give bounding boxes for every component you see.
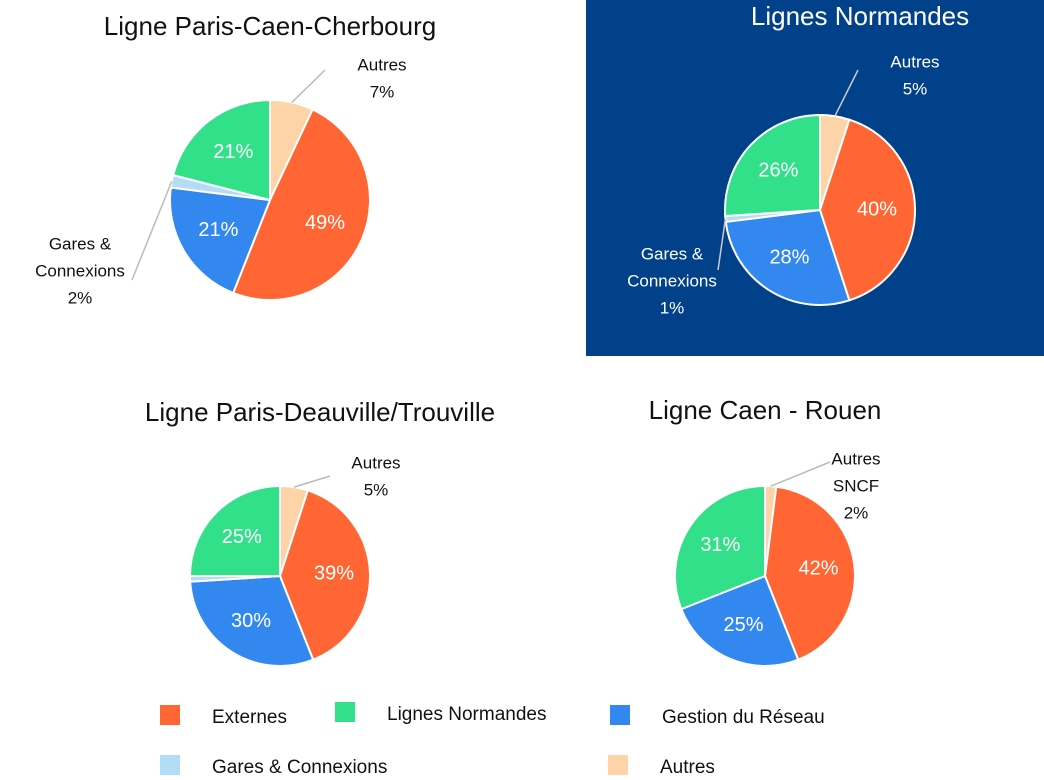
leader-line [131,180,173,281]
slice-name: SNCF [833,476,879,495]
slice-name: Connexions [627,271,717,290]
data-label: 49% [305,212,345,234]
chart-title: Lignes Normandes [751,1,969,31]
pie-slice [724,113,821,218]
legend-label: Autres [660,757,715,778]
legend-swatch [335,702,355,722]
leader-line [293,475,331,488]
legend-label: Lignes Normandes [387,704,546,725]
data-label: 28% [769,246,809,268]
slice-name: Autres [890,52,939,71]
data-label: 25% [222,526,262,548]
legend-swatch [608,755,628,775]
slice-name: Connexions [35,261,125,280]
slice-name: Autres [831,449,880,468]
legend-label: Externes [212,707,287,728]
legend-swatch [610,705,630,725]
data-label: 30% [231,610,271,632]
slice-name: Gares & [641,244,704,263]
pie-slice [674,484,766,611]
data-label: 40% [857,198,897,220]
data-label: 21% [198,219,238,241]
data-label: 31% [700,534,740,556]
chart-title: Ligne Paris-Caen-Cherbourg [104,11,436,41]
leader-line [291,69,326,103]
chart-title: Ligne Caen - Rouen [649,395,882,425]
legend-swatch [160,755,180,775]
data-label: 5% [364,480,389,499]
legend-label: Gestion du Réseau [662,707,825,728]
data-label: 7% [370,82,395,101]
leader-line [717,218,727,271]
pie-slice [818,118,916,302]
data-label: 42% [799,558,839,580]
pie-slice [171,98,271,202]
pie-slice [231,108,371,301]
legend-swatch [160,705,180,725]
pie-slice [169,186,272,295]
chart-title: Ligne Paris-Deauville/Trouville [145,397,495,427]
leader-line [834,69,859,117]
pie-slice [189,574,315,667]
data-label: 2% [844,503,869,522]
data-label: 26% [758,159,798,181]
leader-line [770,461,831,487]
pie-slice [278,489,371,661]
legend-label: Gares & Connexions [212,757,387,778]
data-label: 21% [213,141,253,163]
pie-slice [724,208,851,306]
pie-slice [188,484,281,577]
slice-name: Autres [351,453,400,472]
data-label: 25% [724,614,764,636]
slice-name: Autres [357,55,406,74]
data-label: 5% [903,79,928,98]
data-label: 39% [314,563,354,585]
slice-name: Gares & [49,234,112,253]
data-label: 1% [660,298,685,317]
pie-slice [763,485,856,661]
data-label: 2% [68,288,93,307]
